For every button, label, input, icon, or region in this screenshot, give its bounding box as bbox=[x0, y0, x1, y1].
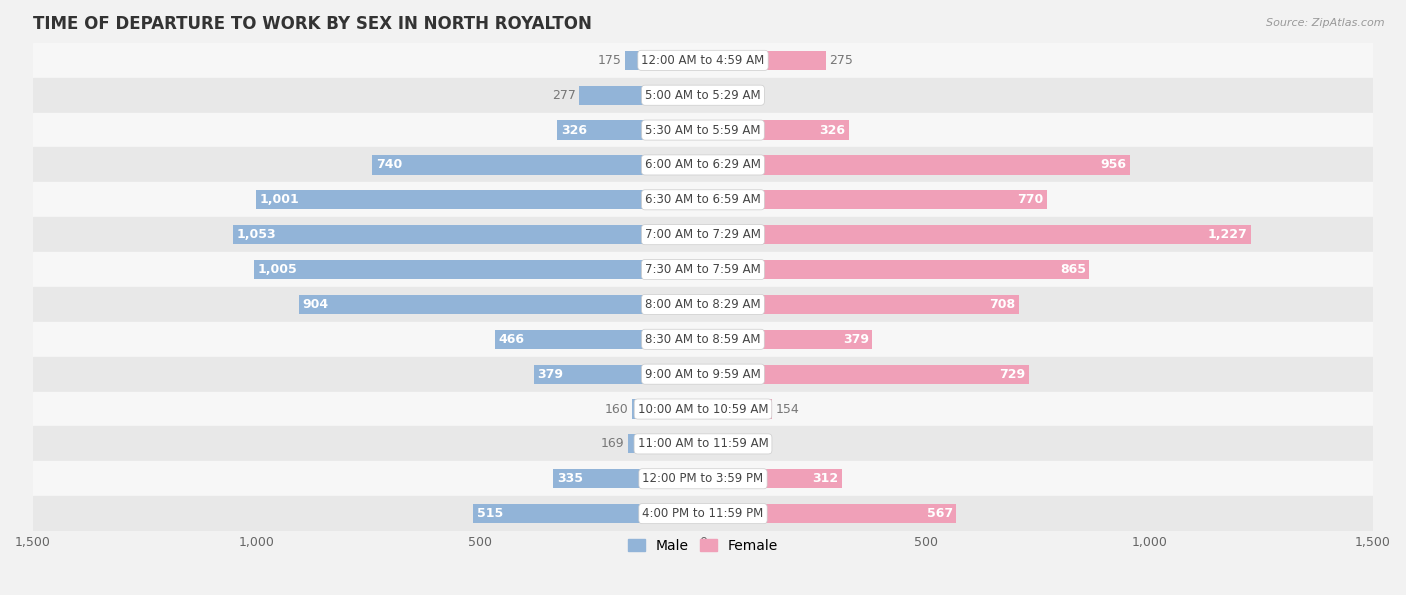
Text: 1,053: 1,053 bbox=[236, 228, 276, 241]
Bar bbox=[554, 469, 703, 488]
Text: 326: 326 bbox=[820, 124, 845, 137]
Text: 865: 865 bbox=[1060, 263, 1085, 276]
Bar bbox=[32, 392, 1374, 427]
Text: 466: 466 bbox=[498, 333, 524, 346]
Text: 6:00 AM to 6:29 AM: 6:00 AM to 6:29 AM bbox=[645, 158, 761, 171]
Bar bbox=[703, 295, 1019, 314]
Text: 379: 379 bbox=[842, 333, 869, 346]
Text: 7:00 AM to 7:29 AM: 7:00 AM to 7:29 AM bbox=[645, 228, 761, 241]
Bar bbox=[703, 86, 728, 105]
Bar bbox=[703, 504, 956, 523]
Bar bbox=[32, 112, 1374, 148]
Text: 326: 326 bbox=[561, 124, 586, 137]
Bar bbox=[703, 155, 1130, 174]
Bar bbox=[299, 295, 703, 314]
Text: 9:00 AM to 9:59 AM: 9:00 AM to 9:59 AM bbox=[645, 368, 761, 381]
Text: 515: 515 bbox=[477, 507, 503, 520]
Text: 5:00 AM to 5:29 AM: 5:00 AM to 5:29 AM bbox=[645, 89, 761, 102]
Text: 12:00 AM to 4:59 AM: 12:00 AM to 4:59 AM bbox=[641, 54, 765, 67]
Bar bbox=[373, 155, 703, 174]
Text: 1,001: 1,001 bbox=[260, 193, 299, 206]
Text: 1,227: 1,227 bbox=[1208, 228, 1247, 241]
Text: 335: 335 bbox=[557, 472, 583, 486]
Bar bbox=[472, 504, 703, 523]
Bar bbox=[32, 148, 1374, 183]
Text: 729: 729 bbox=[998, 368, 1025, 381]
Text: 770: 770 bbox=[1017, 193, 1043, 206]
Bar bbox=[631, 399, 703, 419]
Bar bbox=[703, 225, 1251, 245]
Bar bbox=[256, 190, 703, 209]
Text: 567: 567 bbox=[927, 507, 953, 520]
Legend: Male, Female: Male, Female bbox=[623, 533, 783, 558]
Text: 1,005: 1,005 bbox=[257, 263, 298, 276]
Bar bbox=[232, 225, 703, 245]
Bar bbox=[32, 496, 1374, 531]
Text: 312: 312 bbox=[813, 472, 839, 486]
Bar bbox=[703, 365, 1029, 384]
Text: 740: 740 bbox=[375, 158, 402, 171]
Text: 7:30 AM to 7:59 AM: 7:30 AM to 7:59 AM bbox=[645, 263, 761, 276]
Bar bbox=[32, 43, 1374, 78]
Bar bbox=[32, 78, 1374, 112]
Bar bbox=[32, 322, 1374, 357]
Bar bbox=[32, 461, 1374, 496]
Text: 154: 154 bbox=[775, 403, 799, 415]
Bar bbox=[32, 287, 1374, 322]
Text: 8:00 AM to 8:29 AM: 8:00 AM to 8:29 AM bbox=[645, 298, 761, 311]
Text: 8:30 AM to 8:59 AM: 8:30 AM to 8:59 AM bbox=[645, 333, 761, 346]
Text: Source: ZipAtlas.com: Source: ZipAtlas.com bbox=[1267, 18, 1385, 28]
Bar bbox=[703, 469, 842, 488]
Text: 904: 904 bbox=[302, 298, 329, 311]
Text: 95: 95 bbox=[749, 437, 765, 450]
Bar bbox=[579, 86, 703, 105]
Text: 12:00 PM to 3:59 PM: 12:00 PM to 3:59 PM bbox=[643, 472, 763, 486]
Text: TIME OF DEPARTURE TO WORK BY SEX IN NORTH ROYALTON: TIME OF DEPARTURE TO WORK BY SEX IN NORT… bbox=[32, 15, 592, 33]
Bar bbox=[534, 365, 703, 384]
Bar bbox=[703, 434, 745, 453]
Bar bbox=[703, 190, 1047, 209]
Bar bbox=[32, 357, 1374, 392]
Bar bbox=[32, 252, 1374, 287]
Bar bbox=[703, 51, 825, 70]
Bar bbox=[624, 51, 703, 70]
Bar bbox=[32, 183, 1374, 217]
Text: 175: 175 bbox=[598, 54, 621, 67]
Text: 160: 160 bbox=[605, 403, 628, 415]
Text: 6:30 AM to 6:59 AM: 6:30 AM to 6:59 AM bbox=[645, 193, 761, 206]
Bar bbox=[557, 120, 703, 140]
Bar bbox=[495, 330, 703, 349]
Text: 956: 956 bbox=[1101, 158, 1126, 171]
Text: 58: 58 bbox=[733, 89, 748, 102]
Text: 4:00 PM to 11:59 PM: 4:00 PM to 11:59 PM bbox=[643, 507, 763, 520]
Text: 379: 379 bbox=[537, 368, 564, 381]
Bar bbox=[254, 260, 703, 279]
Bar bbox=[703, 120, 849, 140]
Bar bbox=[32, 427, 1374, 461]
Text: 277: 277 bbox=[551, 89, 575, 102]
Text: 169: 169 bbox=[600, 437, 624, 450]
Text: 5:30 AM to 5:59 AM: 5:30 AM to 5:59 AM bbox=[645, 124, 761, 137]
Text: 708: 708 bbox=[990, 298, 1015, 311]
Bar bbox=[32, 217, 1374, 252]
Text: 275: 275 bbox=[830, 54, 853, 67]
Bar bbox=[703, 330, 872, 349]
Bar bbox=[703, 260, 1090, 279]
Bar bbox=[703, 399, 772, 419]
Text: 11:00 AM to 11:59 AM: 11:00 AM to 11:59 AM bbox=[638, 437, 768, 450]
Text: 10:00 AM to 10:59 AM: 10:00 AM to 10:59 AM bbox=[638, 403, 768, 415]
Bar bbox=[627, 434, 703, 453]
